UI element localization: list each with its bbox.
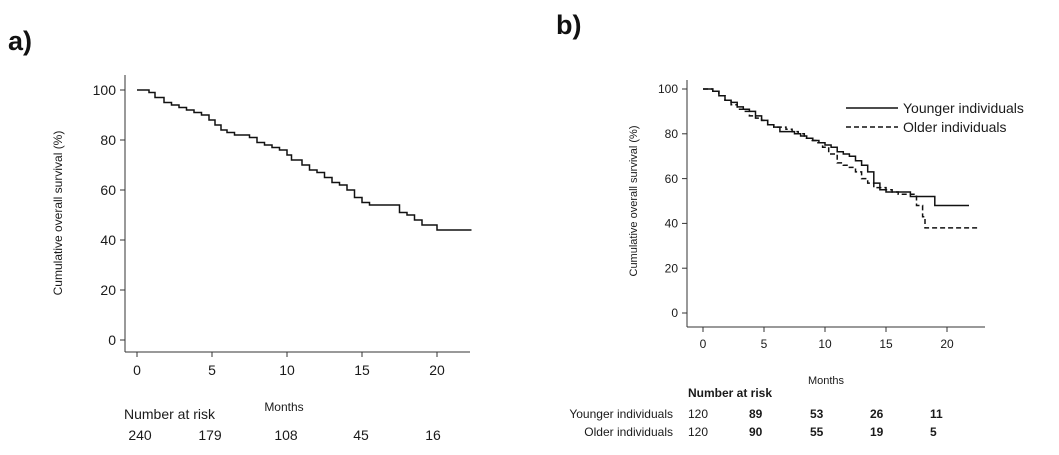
risk-value: 90 — [749, 425, 763, 439]
y-tick-label: 20 — [100, 282, 116, 298]
risk-value: 120 — [688, 407, 708, 421]
x-tick-label: 15 — [879, 337, 893, 351]
risk-row-label: Younger individuals — [569, 407, 673, 421]
y-tick-label: 100 — [658, 82, 678, 96]
y-tick-label: 80 — [665, 127, 679, 141]
risk-value: 108 — [274, 427, 298, 443]
panel-label-b: b) — [556, 10, 582, 40]
x-axis-label: Months — [808, 375, 845, 387]
legend-entry: Older individuals — [903, 119, 1007, 135]
risk-row-label: Older individuals — [584, 425, 673, 439]
x-tick-label: 0 — [133, 362, 141, 378]
risk-value: 26 — [870, 407, 884, 421]
y-axis-label: Cumulative overall survival (%) — [51, 131, 65, 296]
y-tick-label: 40 — [100, 232, 116, 248]
risk-table-title: Number at risk — [124, 406, 216, 422]
y-tick-label: 60 — [100, 182, 116, 198]
legend: Younger individuals Older individuals — [846, 100, 1024, 135]
x-axis-label: Months — [264, 400, 303, 414]
risk-value: 120 — [688, 425, 708, 439]
risk-value: 16 — [425, 427, 441, 443]
x-tick-label: 10 — [279, 362, 295, 378]
risk-value: 240 — [128, 427, 152, 443]
survival-curve-overall — [137, 89, 472, 231]
x-tick-label: 15 — [354, 362, 370, 378]
risk-value: 19 — [870, 425, 884, 439]
risk-value: 55 — [810, 425, 824, 439]
y-tick-label: 60 — [665, 172, 679, 186]
x-tick-label: 10 — [818, 337, 832, 351]
y-tick-label: 100 — [93, 82, 117, 98]
x-tick-label: 20 — [940, 337, 954, 351]
y-tick-label: 0 — [108, 332, 116, 348]
risk-value: 89 — [749, 407, 763, 421]
y-tick-label: 80 — [100, 132, 116, 148]
y-tick-label: 20 — [665, 261, 679, 275]
y-tick-label: 0 — [671, 306, 678, 320]
chart-panel-a: 0 5 10 15 20 0 20 40 60 80 100 Cumulative overall s… — [51, 75, 472, 443]
survival-curve-older — [703, 88, 978, 229]
risk-value: 179 — [198, 427, 222, 443]
legend-entry: Younger individuals — [903, 100, 1024, 116]
y-tick-label: 40 — [665, 217, 679, 231]
x-tick-label: 20 — [429, 362, 445, 378]
y-axis-label: Cumulative overall survival (%) — [628, 126, 640, 277]
risk-value: 11 — [930, 407, 943, 421]
risk-value: 45 — [353, 427, 369, 443]
risk-value: 53 — [810, 407, 824, 421]
x-tick-label: 0 — [700, 337, 707, 351]
chart-panel-b: 0 5 10 15 20 0 20 40 60 80 100 Cumulative overall s… — [569, 80, 1024, 439]
x-tick-label: 5 — [761, 337, 768, 351]
risk-table-title: Number at risk — [688, 386, 772, 400]
x-tick-label: 5 — [208, 362, 216, 378]
risk-value: 5 — [930, 425, 937, 439]
panel-label-a: a) — [8, 26, 33, 56]
